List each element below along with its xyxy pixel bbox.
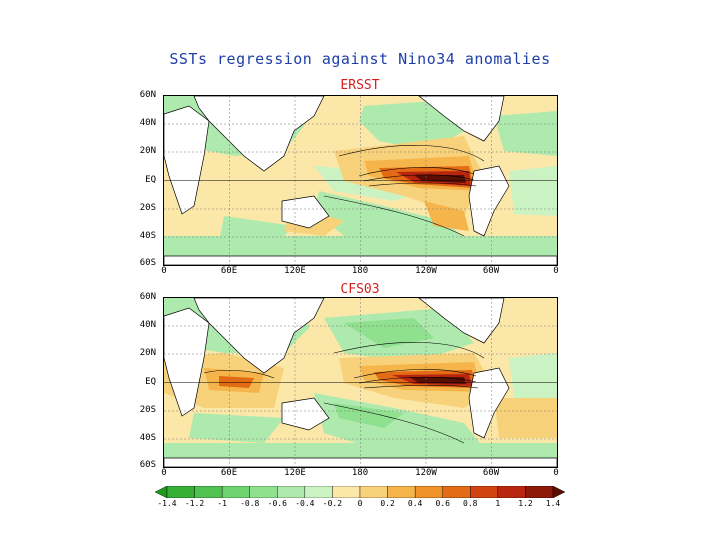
panel-title-cfs03: CFS03 [340,282,380,297]
colorbar-tick-label: 0.2 [380,499,395,508]
colorbar-tick-label: 0.4 [407,499,423,508]
lon-label: 60E [220,266,238,276]
lat-label: 60N [139,90,156,100]
lat-label: 20N [139,146,156,156]
colorbar-swatch [442,486,471,498]
lon-label: 0 [553,468,559,478]
colorbar-swatch [249,486,278,498]
colorbar-swatch [387,486,416,498]
lon-label: 120W [415,468,437,478]
colorbar-tick-label: -1.2 [184,499,205,508]
lat-label: EQ [145,377,156,387]
colorbar-tick-label: -1 [217,499,227,508]
lat-label: 60S [139,258,156,268]
lat-label: 40N [139,118,156,128]
colorbar-tick-label: -0.4 [295,499,315,508]
colorbar-swatch [155,486,168,498]
lat-label: 60N [139,292,156,302]
lat-label: 20S [139,405,156,415]
colorbar-swatch [221,486,250,498]
colorbar-swatch [414,486,443,498]
lat-label: EQ [145,175,156,185]
lon-label: 0 [161,266,167,276]
lat-label: 40S [139,433,156,443]
colorbar-swatch [277,486,306,498]
lat-label: 40S [139,231,156,241]
lon-label: 180 [351,266,369,276]
colorbar-swatch [332,486,361,498]
colorbar-swatch [552,486,565,498]
lon-label: 60W [482,266,500,276]
lon-label: 60E [220,468,238,478]
colorbar-tick-label: -0.6 [267,499,287,508]
colorbar-tick-label: -0.8 [240,499,260,508]
colorbar-tick-label: -1.4 [157,499,177,508]
map-cfs03 [163,297,558,468]
lon-label: 0 [161,468,167,478]
colorbar-tick-label: 1.2 [518,499,533,508]
colorbar-swatch [166,486,195,498]
colorbar-swatch [194,486,223,498]
colorbar-swatch [525,486,554,498]
colorbar-tick-label: 0 [357,499,363,508]
colorbar-tick-label: 1.4 [545,499,561,508]
lon-label: 120E [284,266,306,276]
colorbar-tick-label: 1 [495,499,501,508]
colorbar-swatch [470,486,499,498]
colorbar [155,486,565,498]
lat-label: 40N [139,320,156,330]
lon-label: 180 [351,468,369,478]
lon-label: 60W [482,468,500,478]
colorbar-tick-label: -0.2 [322,499,343,508]
figure-title: SSTs regression against Nino34 anomalies [169,50,551,68]
lat-label: 60S [139,460,156,470]
colorbar-swatch [359,486,388,498]
colorbar-swatch [497,486,526,498]
colorbar-swatch [304,486,333,498]
colorbar-tick-label: 0.8 [463,499,478,508]
lon-label: 0 [553,266,559,276]
map-ersst [163,95,558,266]
lon-label: 120E [284,468,306,478]
lon-label: 120W [415,266,437,276]
panel-title-ersst: ERSST [340,78,380,93]
lat-label: 20N [139,348,156,358]
lat-label: 20S [139,203,156,213]
colorbar-tick-label: 0.6 [435,499,450,508]
